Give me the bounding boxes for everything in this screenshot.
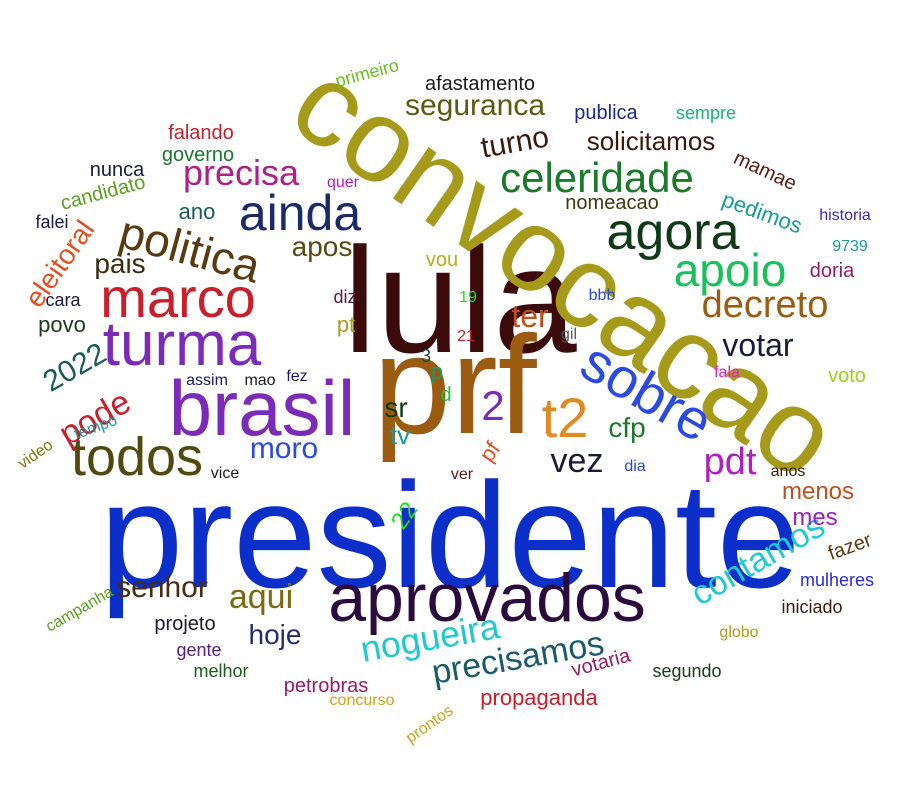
word-2022: 2022	[37, 336, 112, 399]
word-todos: todos	[70, 427, 204, 487]
word-ano: ano	[178, 199, 216, 224]
word-menos: menos	[781, 478, 855, 505]
word-fazer: fazer	[825, 529, 875, 565]
word-senhor: senhor	[116, 571, 208, 604]
word-iniciado: iniciado	[781, 597, 843, 617]
word-mulheres: mulheres	[799, 570, 875, 590]
word-moro: moro	[249, 432, 319, 465]
word-diz: diz	[333, 287, 357, 307]
word-vez: vez	[550, 442, 604, 480]
word-pais: pais	[94, 248, 146, 279]
word-pdt: pdt	[703, 441, 757, 483]
word-agora: agora	[606, 203, 740, 261]
word-globo: globo	[719, 624, 759, 641]
word-solicitamos: solicitamos	[586, 126, 716, 156]
word-pt: pt	[336, 312, 356, 337]
word-bbb: bbb	[588, 287, 616, 304]
word-19: 19	[459, 289, 477, 306]
word-dia: dia	[624, 458, 646, 475]
word-21: 21	[457, 328, 475, 345]
word-d: d	[440, 384, 452, 406]
word-segundo: segundo	[652, 661, 722, 681]
word-decreto: decreto	[701, 284, 829, 326]
word-melhor: melhor	[193, 661, 249, 681]
word-assim: assim	[186, 372, 228, 389]
word-sr: sr	[384, 392, 408, 423]
word-mes: mes	[792, 504, 838, 531]
word-video: video	[15, 436, 57, 473]
word-celeridade: celeridade	[500, 154, 694, 201]
word-governo: governo	[161, 144, 235, 166]
word-concurso: concurso	[329, 692, 395, 709]
word-vou: vou	[425, 249, 459, 271]
word-3: 3	[420, 346, 432, 366]
word-vice: vice	[210, 465, 240, 482]
word-gente: gente	[176, 640, 222, 660]
word-aqui: aqui	[228, 578, 294, 616]
word-mao: mao	[244, 372, 276, 389]
word-turma: turma	[102, 310, 262, 379]
word-fez: fez	[286, 368, 308, 385]
word-votar: votar	[722, 327, 794, 363]
word-falei: falei	[35, 212, 69, 232]
word-ainda: ainda	[238, 185, 362, 241]
word-nomeacao: nomeacao	[565, 192, 659, 214]
word-doria: doria	[809, 260, 855, 282]
word-publica: publica	[574, 102, 638, 124]
word-gil: gil	[560, 326, 578, 343]
word-cara: cara	[45, 290, 81, 310]
word-lula: lula	[343, 216, 577, 384]
word-2: 2	[481, 382, 505, 429]
word-precisa: precisa	[182, 152, 300, 193]
word-seguranca: seguranca	[404, 89, 546, 122]
word-mamae: mamae	[730, 146, 800, 196]
word-falando: falando	[168, 122, 234, 144]
word-quer: quer	[326, 174, 360, 191]
word-afastamento: afastamento	[424, 73, 536, 95]
word-ter: ter	[511, 298, 549, 334]
word-prf: prf	[373, 306, 537, 463]
word-prontos: prontos	[402, 702, 457, 747]
word-sempre: sempre	[675, 103, 737, 123]
word-apos: apos	[291, 231, 353, 262]
word-marco: marco	[100, 266, 256, 329]
word-cfp: cfp	[608, 412, 646, 443]
word-propaganda: propaganda	[480, 685, 598, 710]
word-anos: anos	[770, 463, 806, 480]
word-apoio: apoio	[673, 244, 787, 296]
word-projeto: projeto	[154, 613, 216, 635]
word-9739: 9739	[832, 238, 868, 255]
word-brasil: brasil	[168, 364, 356, 452]
word-hoje: hoje	[248, 619, 302, 650]
word-presidente: presidente	[99, 451, 801, 619]
word-t2: t2	[541, 386, 589, 449]
word-p: p	[430, 359, 444, 384]
word-aprovados: aprovados	[328, 560, 646, 636]
word-petrobras: petrobras	[283, 675, 369, 697]
word-povo: povo	[38, 312, 86, 337]
word-tv: tv	[389, 420, 411, 450]
word-nunca: nunca	[89, 159, 145, 181]
word-ver: ver	[450, 466, 474, 483]
word-fala: fala	[714, 364, 740, 381]
word-voto: voto	[828, 365, 866, 387]
word-historia: historia	[819, 207, 871, 224]
